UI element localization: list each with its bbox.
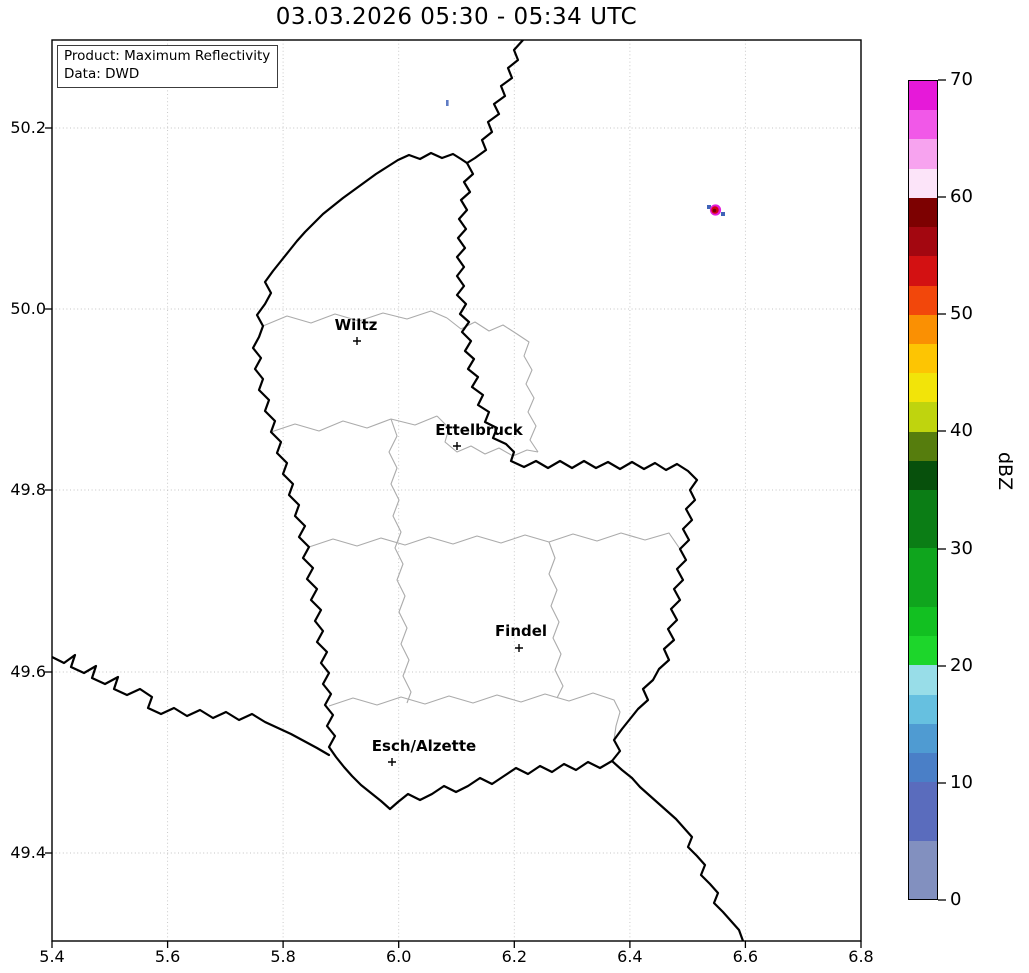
border-germany-south bbox=[610, 759, 745, 941]
x-tick-label: 6.6 bbox=[732, 947, 759, 966]
x-tick-label: 6.0 bbox=[385, 947, 412, 966]
product-info-box: Product: Maximum Reflectivity Data: DWD bbox=[57, 45, 279, 88]
colorbar-band bbox=[909, 431, 937, 461]
colorbar-tick-label: 10 bbox=[950, 772, 973, 793]
city-label-findel: Findel bbox=[495, 622, 547, 640]
city-labels: Wiltz Ettelbruck Findel Esch/Alzette bbox=[335, 316, 547, 755]
city-marker-findel bbox=[515, 644, 523, 652]
colorbar-tick-label: 60 bbox=[950, 186, 973, 207]
border-germany-north bbox=[465, 40, 525, 165]
colorbar-band bbox=[909, 227, 937, 257]
city-label-esch: Esch/Alzette bbox=[372, 737, 476, 755]
colorbar-band bbox=[909, 81, 937, 111]
colorbar-band bbox=[909, 343, 937, 374]
colorbar-ticks bbox=[938, 79, 946, 901]
border-luxembourg bbox=[251, 151, 699, 811]
colorbar-band bbox=[909, 256, 937, 286]
colorbar-band bbox=[909, 168, 937, 198]
colorbar-band bbox=[909, 548, 937, 607]
colorbar-band bbox=[909, 314, 937, 344]
colorbar-band bbox=[909, 373, 937, 403]
country-borders bbox=[52, 40, 745, 941]
product-line: Product: Maximum Reflectivity bbox=[64, 48, 271, 64]
colorbar-band bbox=[909, 197, 937, 228]
colorbar-band bbox=[909, 665, 937, 695]
figure-title: 03.03.2026 05:30 - 05:34 UTC bbox=[275, 4, 638, 30]
colorbar-band bbox=[909, 694, 937, 724]
city-label-ettelbruck: Ettelbruck bbox=[435, 421, 524, 439]
x-tick-label: 6.8 bbox=[848, 947, 874, 966]
y-tick-label: 49.4 bbox=[10, 843, 46, 862]
colorbar-tick-label: 50 bbox=[950, 303, 973, 324]
colorbar-band bbox=[909, 753, 937, 783]
colorbar-band bbox=[909, 285, 937, 315]
colorbar-tick-label: 40 bbox=[950, 420, 973, 441]
y-tick-label: 50.2 bbox=[10, 118, 46, 137]
colorbar-band bbox=[909, 840, 937, 900]
y-tick-label: 49.8 bbox=[10, 480, 46, 499]
border-france-west bbox=[52, 653, 331, 757]
colorbar-tick-label: 70 bbox=[950, 69, 973, 90]
plot-frame bbox=[51, 39, 862, 942]
colorbar-band bbox=[909, 490, 937, 549]
y-tick-label: 49.6 bbox=[10, 662, 46, 681]
colorbar-band bbox=[909, 782, 937, 841]
colorbar-axis-label: dBZ bbox=[994, 452, 1016, 491]
colorbar-tick-label: 20 bbox=[950, 655, 973, 676]
city-marker-ettelbruck bbox=[453, 442, 461, 450]
radar-echo-main bbox=[707, 204, 725, 216]
y-tick-label: 50.0 bbox=[10, 299, 46, 318]
district-borders bbox=[262, 310, 681, 741]
axis-ticks bbox=[45, 127, 862, 948]
colorbar-band bbox=[909, 139, 937, 169]
colorbar-tick-label: 30 bbox=[950, 538, 973, 559]
radar-echo-minor bbox=[446, 100, 449, 106]
colorbar-tick-label: 0 bbox=[950, 889, 962, 910]
colorbar-bands bbox=[908, 80, 938, 900]
data-source-line: Data: DWD bbox=[64, 65, 140, 82]
colorbar-band bbox=[909, 636, 937, 666]
x-tick-label: 6.4 bbox=[617, 947, 643, 966]
colorbar-band bbox=[909, 606, 937, 637]
city-label-wiltz: Wiltz bbox=[335, 316, 378, 334]
city-marker-wiltz bbox=[353, 337, 361, 345]
x-tick-label: 5.6 bbox=[154, 947, 181, 966]
colorbar-band bbox=[909, 110, 937, 140]
colorbar-band bbox=[909, 402, 937, 432]
gridlines bbox=[52, 40, 861, 941]
x-tick-label: 6.2 bbox=[501, 947, 528, 966]
x-tick-label: 5.4 bbox=[39, 947, 65, 966]
city-marker-esch bbox=[388, 758, 396, 766]
city-markers bbox=[353, 337, 523, 766]
colorbar-band bbox=[909, 723, 937, 753]
colorbar-band bbox=[909, 460, 937, 491]
x-tick-label: 5.8 bbox=[270, 947, 296, 966]
